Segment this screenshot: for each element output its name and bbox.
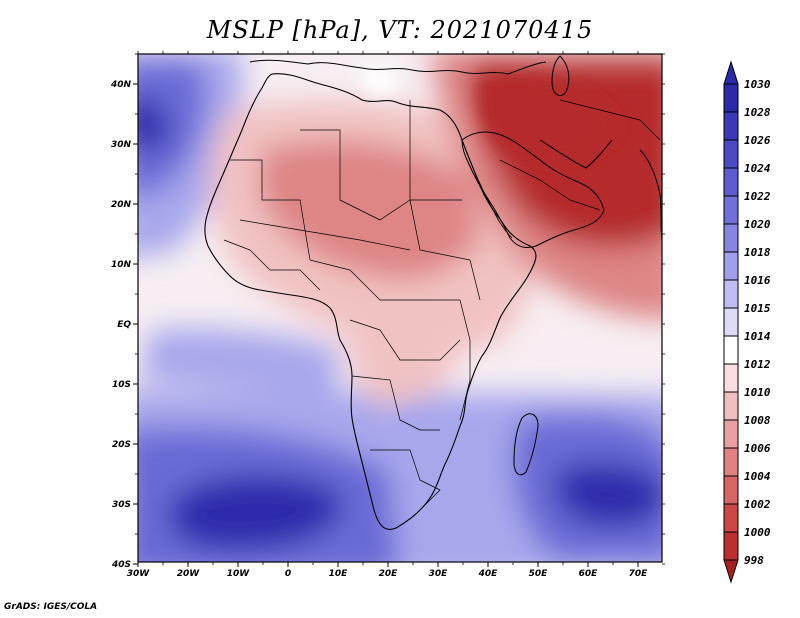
border-south [370, 449, 441, 511]
lat-tick-label: 30N [111, 140, 132, 150]
lat-tick-label: 10N [111, 260, 132, 270]
colorbar-swatch [723, 531, 739, 561]
colorbar-label: 1006 [744, 442, 771, 455]
lon-tick-label: 20E [379, 569, 399, 579]
latitude-axis: 40N 30N 20N 10N EQ 10S 20S 30S 40S [110, 53, 665, 570]
colorbar-label: 1002 [744, 498, 771, 511]
colorbar-swatch [723, 223, 739, 253]
colorbar-label: 1018 [744, 246, 771, 259]
border-angola [351, 375, 440, 431]
pressure-field [138, 54, 662, 562]
lon-tick-label: 60E [579, 569, 599, 579]
plot-frame [137, 53, 663, 563]
border-sudan [409, 199, 481, 301]
persian-gulf-coastline [539, 139, 613, 169]
mediterranean-ridge [360, 66, 396, 95]
colorbar-label: 1020 [744, 218, 771, 231]
indian-ocean-high-center [554, 463, 662, 527]
lon-tick-label: 0 [285, 569, 291, 579]
lat-tick-label: 40S [111, 560, 131, 570]
lon-tick-label: 50E [529, 569, 549, 579]
longitude-axis: 30W 20W 10W 0 10E 20E 30E 40E 50E 60E 70E [127, 51, 648, 579]
land-outlines [204, 55, 662, 530]
lon-tick-label: 10W [227, 569, 251, 579]
colorbar-top-arrow [723, 60, 739, 85]
lon-tick-label: 30E [429, 569, 449, 579]
colorbar-label: 1012 [744, 358, 771, 371]
border-iran [559, 99, 661, 141]
colorbar-swatch [723, 419, 739, 449]
colorbar-label: 1016 [744, 274, 771, 287]
caspian-coastline [551, 55, 570, 97]
colorbar-swatch [723, 307, 739, 337]
lon-tick-label: 20W [177, 569, 201, 579]
lon-tick-label: 70E [629, 569, 649, 579]
lon-tick-label: 10E [329, 569, 349, 579]
colorbar-label: 1015 [744, 302, 771, 315]
gulf-of-guinea-band [140, 328, 340, 395]
north-atlantic-high-core [138, 60, 206, 196]
colorbar-swatch [723, 195, 739, 225]
colorbar-swatch [723, 391, 739, 421]
lat-tick-label: 20N [111, 200, 132, 210]
colorbar-label: 1010 [744, 386, 771, 399]
colorbar-label: 1026 [744, 134, 771, 147]
lat-tick-label: 10S [112, 380, 131, 390]
colorbar-swatch [723, 139, 739, 169]
colorbar-swatch [723, 279, 739, 309]
colorbar: 1030 1028 1026 1024 1022 1020 1018 1016 1015 1014… [723, 60, 771, 584]
border-congo [349, 319, 461, 361]
lat-tick-label: 20S [112, 440, 131, 450]
europe-coastline [249, 59, 547, 75]
north-atlantic-high-center [138, 95, 170, 151]
lat-tick-label: EQ [117, 320, 131, 330]
colorbar-label: 998 [744, 554, 764, 567]
colorbar-swatch [723, 167, 739, 197]
border-central [309, 259, 460, 301]
colorbar-label: 1004 [744, 470, 771, 483]
border-sahel [239, 219, 411, 251]
colorbar-swatch [723, 447, 739, 477]
border-sahara-mid [300, 129, 411, 221]
border-west-coast [223, 239, 321, 291]
persian-gulf-low [478, 77, 620, 161]
border-sahara-west [230, 159, 311, 261]
border-arabia [499, 159, 601, 211]
colorbar-label: 1008 [744, 414, 771, 427]
central-africa-low [348, 309, 460, 406]
india-coastline [639, 149, 662, 241]
south-atlantic-high-center [169, 475, 343, 551]
colorbar-label: 1030 [744, 78, 771, 91]
lon-tick-label: 30W [127, 569, 151, 579]
colorbar-swatch [723, 335, 739, 365]
colorbar-swatch [723, 363, 739, 393]
colorbar-label: 1022 [744, 190, 771, 203]
colorbar-label: 1014 [744, 330, 771, 343]
colorbar-label: 1024 [744, 162, 771, 175]
lat-tick-label: 30S [112, 500, 131, 510]
colorbar-label: 1028 [744, 106, 771, 119]
border-east [459, 299, 471, 421]
lon-tick-label: 40E [478, 569, 499, 579]
map-title: MSLP [hPa], VT: 2021070415 [206, 16, 594, 44]
mozambique-channel-ridge [395, 416, 455, 455]
colorbar-bottom-arrow [723, 559, 739, 584]
colorbar-swatch [723, 475, 739, 505]
colorbar-swatch [723, 111, 739, 141]
colorbar-label: 1000 [744, 526, 771, 539]
madagascar-coastline [513, 413, 539, 476]
colorbar-swatch [723, 83, 739, 113]
red-sea-west-coast [461, 139, 513, 239]
colorbar-swatch [723, 503, 739, 533]
sudan-low [410, 196, 480, 260]
colorbar-swatch [723, 251, 739, 281]
lat-tick-label: 40N [110, 80, 132, 90]
credit-label: GrADS: IGES/COLA [4, 602, 98, 612]
